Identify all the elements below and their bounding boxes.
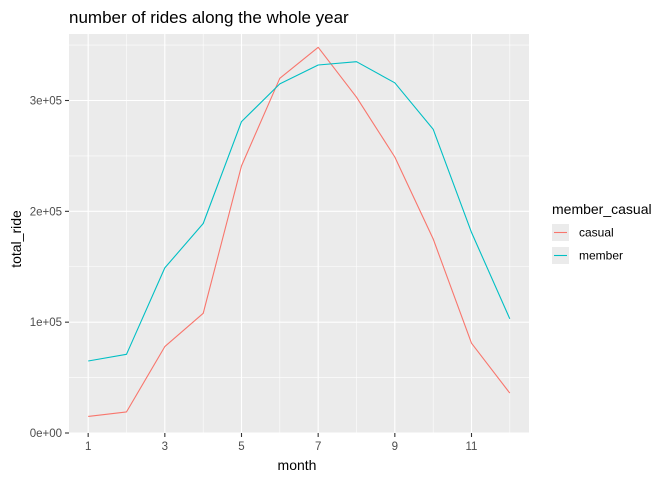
y-tick-label: 3e+05 xyxy=(30,96,62,108)
y-tick-label: 1e+05 xyxy=(30,317,62,329)
x-tick-label: 5 xyxy=(238,441,244,453)
major-gridlines xyxy=(69,34,529,434)
legend-label: member xyxy=(579,249,623,263)
y-axis-title: total_ride xyxy=(8,210,24,268)
x-tick-label: 3 xyxy=(162,441,168,453)
legend-title: member_casual xyxy=(552,201,652,217)
chart-title: number of rides along the whole year xyxy=(69,8,349,27)
panel-background xyxy=(69,34,529,433)
x-tick-label: 11 xyxy=(466,441,478,453)
x-tick-label: 1 xyxy=(85,441,91,453)
y-axis: 0e+00 1e+05 2e+05 3e+05 xyxy=(30,96,69,440)
legend-item-member: member xyxy=(552,247,623,264)
x-tick-label: 7 xyxy=(315,441,321,453)
x-axis-title: month xyxy=(278,457,317,473)
y-tick-label: 0e+00 xyxy=(30,428,62,440)
series-line-casual xyxy=(88,46,511,417)
legend-label: casual xyxy=(579,226,614,240)
legend-item-casual: casual xyxy=(552,224,614,241)
x-tick-label: 9 xyxy=(392,441,398,453)
legend: member_casual casual member xyxy=(552,201,652,264)
x-axis: 1 3 5 7 9 11 xyxy=(85,433,478,453)
series-lines xyxy=(88,46,511,417)
series-line-member xyxy=(88,61,511,362)
y-tick-label: 2e+05 xyxy=(30,206,62,218)
legend-items: casual member xyxy=(552,224,623,264)
plot-panel xyxy=(69,34,529,434)
